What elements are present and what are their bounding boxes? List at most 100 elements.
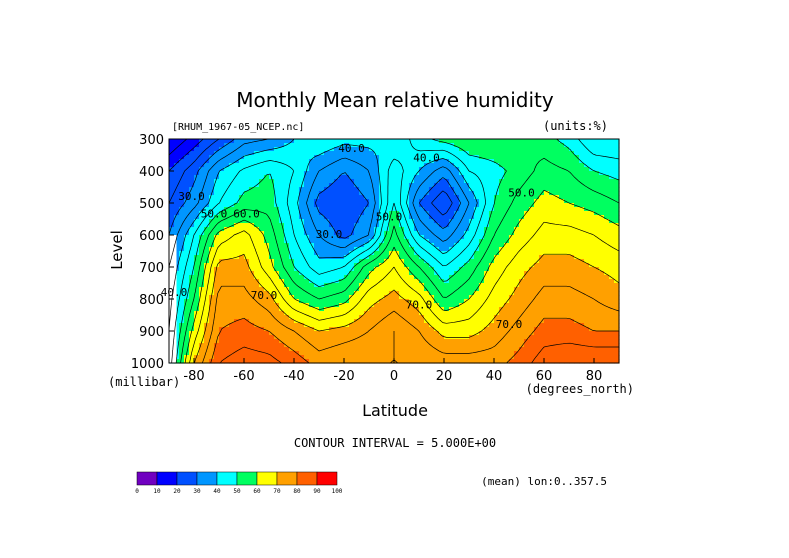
heatmap-cell — [584, 235, 590, 240]
heatmap-cell — [229, 215, 235, 220]
heatmap-cell — [419, 215, 425, 220]
heatmap-cell — [384, 255, 390, 260]
heatmap-cell — [404, 195, 410, 200]
heatmap-cell — [324, 339, 330, 344]
heatmap-cell — [539, 311, 545, 316]
heatmap-cell — [559, 339, 565, 344]
heatmap-cell — [494, 183, 500, 188]
heatmap-cell — [424, 311, 430, 316]
heatmap-cell — [489, 259, 495, 264]
heatmap-cell — [204, 215, 210, 220]
heatmap-cell — [239, 275, 245, 280]
heatmap-cell — [509, 319, 515, 324]
heatmap-cell — [519, 223, 525, 228]
heatmap-cell — [424, 171, 430, 176]
heatmap-cell — [584, 347, 590, 352]
heatmap-cell — [559, 307, 565, 312]
heatmap-cell — [499, 307, 505, 312]
heatmap-cell — [539, 279, 545, 284]
heatmap-cell — [369, 155, 375, 160]
heatmap-cell — [184, 267, 190, 272]
heatmap-cell — [239, 239, 245, 244]
heatmap-cell — [294, 267, 300, 272]
heatmap-cell — [454, 319, 460, 324]
heatmap-cell — [319, 179, 325, 184]
heatmap-cell — [219, 227, 225, 232]
heatmap-cell — [434, 167, 440, 172]
heatmap-cell — [474, 159, 480, 164]
heatmap-cell — [359, 223, 365, 228]
heatmap-cell — [524, 175, 530, 180]
heatmap-cell — [314, 327, 320, 332]
heatmap-cell — [244, 251, 250, 256]
heatmap-cell — [414, 155, 420, 160]
heatmap-cell — [554, 203, 560, 208]
heatmap-cell — [199, 323, 205, 328]
heatmap-cell — [409, 251, 415, 256]
heatmap-cell — [489, 279, 495, 284]
heatmap-cell — [274, 195, 280, 200]
heatmap-cell — [339, 303, 345, 308]
heatmap-cell — [219, 319, 225, 324]
heatmap-cell — [344, 287, 350, 292]
heatmap-cell — [364, 347, 370, 352]
heatmap-cell — [229, 287, 235, 292]
heatmap-cell — [364, 295, 370, 300]
heatmap-cell — [419, 331, 425, 336]
heatmap-cell — [344, 319, 350, 324]
heatmap-cell — [559, 275, 565, 280]
heatmap-cell — [519, 275, 525, 280]
heatmap-cell — [364, 323, 370, 328]
heatmap-cell — [409, 283, 415, 288]
heatmap-cell — [544, 295, 550, 300]
heatmap-cell — [219, 239, 225, 244]
heatmap-cell — [479, 343, 485, 348]
heatmap-cell — [559, 343, 565, 348]
heatmap-cell — [589, 319, 595, 324]
heatmap-cell — [589, 287, 595, 292]
heatmap-cell — [424, 163, 430, 168]
heatmap-cell — [484, 171, 490, 176]
heatmap-cell — [239, 223, 245, 228]
heatmap-cell — [459, 167, 465, 172]
heatmap-cell — [299, 223, 305, 228]
heatmap-cell — [479, 187, 485, 192]
heatmap-cell — [229, 307, 235, 312]
heatmap-cell — [464, 243, 470, 248]
heatmap-cell — [289, 279, 295, 284]
heatmap-cell — [554, 259, 560, 264]
heatmap-cell — [294, 187, 300, 192]
heatmap-cell — [589, 299, 595, 304]
heatmap-cell — [559, 247, 565, 252]
heatmap-cell — [349, 319, 355, 324]
heatmap-cell — [364, 359, 370, 364]
heatmap-cell — [254, 191, 260, 196]
heatmap-cell — [254, 271, 260, 276]
heatmap-cell — [599, 271, 605, 276]
heatmap-cell — [284, 167, 290, 172]
heatmap-cell — [189, 255, 195, 260]
heatmap-cell — [334, 235, 340, 240]
heatmap-cell — [594, 335, 600, 340]
heatmap-cell — [474, 179, 480, 184]
heatmap-cell — [334, 311, 340, 316]
heatmap-cell — [304, 179, 310, 184]
heatmap-cell — [244, 355, 250, 360]
heatmap-cell — [459, 319, 465, 324]
heatmap-cell — [454, 199, 460, 204]
heatmap-cell — [434, 159, 440, 164]
heatmap-cell — [474, 223, 480, 228]
heatmap-cell — [594, 319, 600, 324]
heatmap-cell — [589, 183, 595, 188]
heatmap-cell — [479, 183, 485, 188]
heatmap-cell — [384, 183, 390, 188]
heatmap-cell — [384, 347, 390, 352]
heatmap-cell — [389, 219, 395, 224]
heatmap-cell — [564, 199, 570, 204]
heatmap-cell — [179, 315, 185, 320]
heatmap-cell — [404, 151, 410, 156]
heatmap-cell — [434, 331, 440, 336]
heatmap-cell — [589, 335, 595, 340]
heatmap-cell — [589, 215, 595, 220]
heatmap-cell — [419, 247, 425, 252]
